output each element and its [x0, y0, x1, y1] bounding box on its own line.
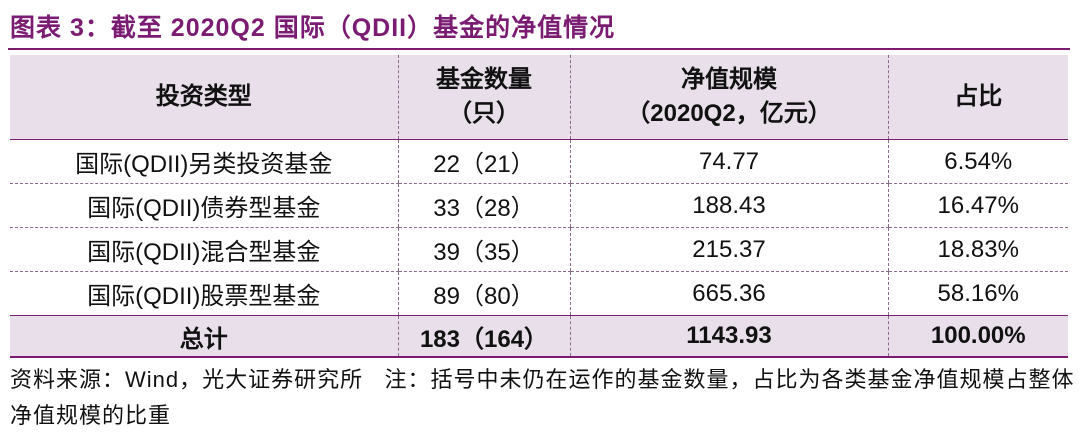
table-cell: 16.47% [887, 183, 1068, 228]
header-line: （2020Q2，亿元） [626, 100, 832, 127]
header-line: 净值规模 [681, 66, 777, 93]
title-rule [8, 48, 1070, 50]
table-cell: 89（80） [397, 271, 570, 316]
total-cell: 总计 [10, 315, 398, 358]
column-header: 基金数量 （只） [397, 55, 570, 140]
column-header: 净值规模 （2020Q2，亿元） [569, 55, 888, 140]
table-cell: 188.43 [569, 183, 888, 228]
total-cell: 183（164） [397, 315, 570, 358]
table-cell: 18.83% [887, 227, 1068, 272]
table-cell: 33（28） [397, 183, 570, 228]
table-cell: 215.37 [569, 227, 888, 272]
header-line: 投资类型 [155, 83, 252, 110]
table-cell: 国际(QDII)债券型基金 [10, 183, 398, 228]
table-cell: 22（21） [397, 139, 570, 184]
table-row: 国际(QDII)混合型基金 39（35） 215.37 18.83% [10, 227, 1068, 272]
total-cell: 1143.93 [569, 315, 888, 358]
table-cell: 6.54% [887, 139, 1068, 184]
total-cell: 100.00% [887, 315, 1068, 358]
data-table: 投资类型 基金数量 （只） 净值规模 （2020Q2，亿元） 占比 国际(QDII)另类投… [10, 55, 1068, 358]
header-line: （只） [448, 100, 520, 127]
column-header: 占比 [887, 55, 1068, 140]
table-cell: 国际(QDII)股票型基金 [10, 271, 398, 316]
table-body: 国际(QDII)另类投资基金 22（21） 74.77 6.54% 国际(QDII)债券… [10, 139, 1068, 316]
table-row: 国际(QDII)另类投资基金 22（21） 74.77 6.54% [10, 139, 1068, 184]
footnote: 资料来源：Wind，光大证券研究所 注：括号中未仍在运作的基金数量，占比为各类基… [10, 362, 1075, 434]
table-cell: 74.77 [569, 139, 888, 184]
table-cell: 58.16% [887, 271, 1068, 316]
table-cell: 665.36 [569, 271, 888, 316]
table-cell: 国际(QDII)另类投资基金 [10, 139, 398, 184]
header-line: 占比 [954, 83, 1003, 110]
figure-title: 图表 3：截至 2020Q2 国际（QDII）基金的净值情况 [10, 14, 616, 42]
header-line: 基金数量 [436, 66, 532, 93]
column-header: 投资类型 [10, 55, 398, 140]
note: 注：括号中未仍在运作的基金数量，占比为各类基金净值规模占整体净值规模的比重 [10, 367, 1075, 428]
header-row: 投资类型 基金数量 （只） 净值规模 （2020Q2，亿元） 占比 [10, 55, 1068, 140]
table-row: 国际(QDII)股票型基金 89（80） 665.36 58.16% [10, 271, 1068, 316]
table-row: 国际(QDII)债券型基金 33（28） 188.43 16.47% [10, 183, 1068, 228]
table-cell: 国际(QDII)混合型基金 [10, 227, 398, 272]
table-cell: 39（35） [397, 227, 570, 272]
source: 资料来源：Wind，光大证券研究所 [10, 367, 364, 392]
total-row: 总计 183（164） 1143.93 100.00% [10, 315, 1068, 358]
